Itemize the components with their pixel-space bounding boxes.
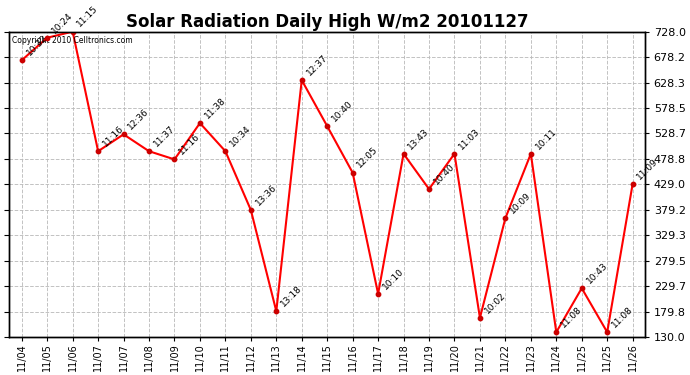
Text: 10:10: 10:10 (381, 266, 406, 291)
Text: 13:36: 13:36 (254, 183, 278, 207)
Point (525, 151, 536, 157)
Text: 11:38: 11:38 (203, 96, 228, 120)
Point (347, 170, 358, 176)
Text: 10:34: 10:34 (228, 124, 253, 148)
Title: Solar Radiation Daily High W/m2 20101127: Solar Radiation Daily High W/m2 20101127 (126, 13, 529, 32)
Text: 11:08: 11:08 (610, 305, 635, 329)
Point (92, 148, 104, 154)
Point (576, 285, 587, 291)
Text: 11:15: 11:15 (75, 4, 100, 29)
Text: 10:02: 10:02 (483, 291, 507, 315)
Point (67, 28, 78, 34)
Text: 10:11: 10:11 (533, 126, 558, 151)
Text: 11:37: 11:37 (152, 124, 177, 148)
Point (627, 181, 638, 187)
Point (500, 215, 511, 221)
Point (195, 120, 206, 126)
Point (296, 77, 307, 83)
Point (144, 148, 155, 154)
Text: Copyright 2010 Celltronics.com: Copyright 2010 Celltronics.com (12, 36, 133, 45)
Point (220, 148, 231, 154)
Text: 12:36: 12:36 (126, 107, 151, 132)
Text: 11:16: 11:16 (101, 124, 126, 148)
Text: 10:32: 10:32 (25, 33, 49, 57)
Point (322, 123, 333, 129)
Point (551, 329, 562, 335)
Text: 11:16: 11:16 (177, 132, 202, 157)
Text: 12:05: 12:05 (355, 146, 380, 170)
Point (41, 35, 52, 41)
Text: 10:40: 10:40 (432, 162, 456, 186)
Text: 13:43: 13:43 (406, 126, 431, 151)
Point (602, 329, 613, 335)
Point (17, 57, 28, 63)
Text: 12:37: 12:37 (304, 53, 329, 77)
Point (373, 291, 384, 297)
Text: 11:09: 11:09 (635, 156, 660, 181)
Point (424, 186, 435, 192)
Text: 10:40: 10:40 (330, 99, 355, 123)
Point (118, 131, 129, 137)
Text: 11:03: 11:03 (457, 126, 482, 151)
Text: 10:43: 10:43 (584, 261, 609, 285)
Point (246, 207, 257, 213)
Text: 10:09: 10:09 (508, 191, 533, 215)
Point (398, 151, 409, 157)
Text: 13:18: 13:18 (279, 284, 304, 308)
Point (449, 151, 460, 157)
Point (270, 308, 282, 314)
Text: 11:08: 11:08 (559, 305, 584, 329)
Point (169, 156, 180, 162)
Text: 10:24: 10:24 (50, 10, 75, 35)
Point (475, 315, 486, 321)
